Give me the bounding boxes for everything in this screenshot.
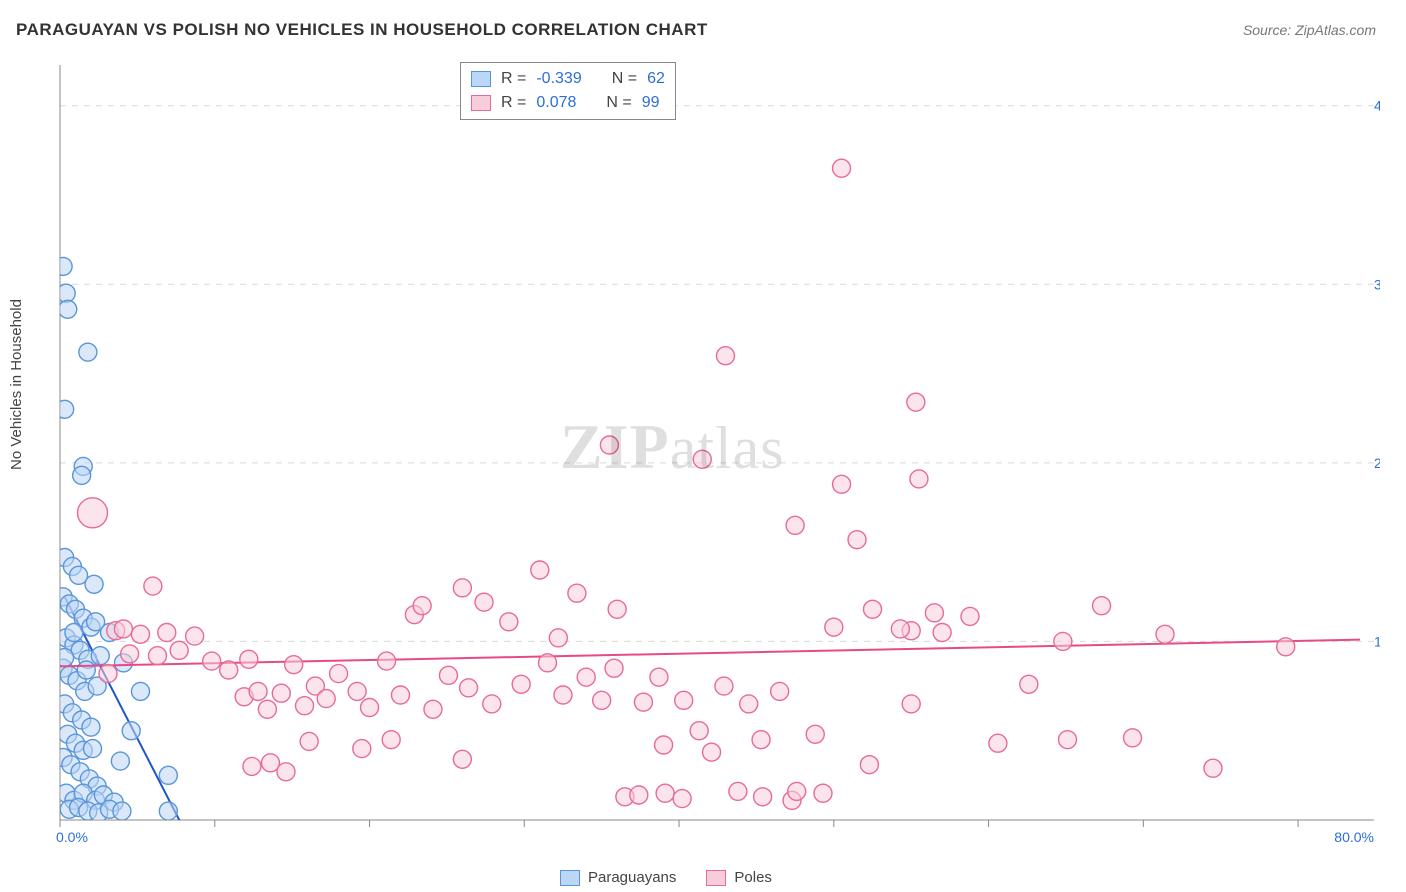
y-axis-label: No Vehicles in Household	[8, 299, 25, 470]
legend-label-2: Poles	[734, 869, 772, 886]
stats-r-label-1: R =	[501, 94, 526, 112]
stats-r-val-0: -0.339	[536, 70, 581, 88]
stats-swatch-0	[471, 71, 491, 87]
svg-text:80.0%: 80.0%	[1334, 829, 1374, 845]
svg-text:30.0%: 30.0%	[1374, 276, 1380, 292]
stats-swatch-1	[471, 95, 491, 111]
stats-row-0: R = -0.339 N = 62	[471, 67, 665, 91]
stats-legend: R = -0.339 N = 62 R = 0.078 N = 99	[460, 62, 676, 120]
stats-n-val-0: 62	[647, 70, 665, 88]
stats-n-label-0: N =	[612, 70, 637, 88]
svg-text:40.0%: 40.0%	[1374, 98, 1380, 114]
legend-swatch-1	[560, 870, 580, 886]
legend-item-1: Paraguayans	[560, 869, 676, 886]
chart-area: 10.0% 20.0% 30.0% 40.0% 0.0% 80.0%	[50, 60, 1380, 850]
svg-text:0.0%: 0.0%	[56, 829, 88, 845]
legend-label-1: Paraguayans	[588, 869, 676, 886]
svg-text:10.0%: 10.0%	[1374, 633, 1380, 649]
svg-text:20.0%: 20.0%	[1374, 455, 1380, 471]
source-label: Source: ZipAtlas.com	[1243, 22, 1376, 38]
series-legend: Paraguayans Poles	[560, 869, 772, 886]
legend-swatch-2	[706, 870, 726, 886]
stats-n-label-1: N =	[606, 94, 631, 112]
stats-row-1: R = 0.078 N = 99	[471, 91, 665, 115]
stats-r-label-0: R =	[501, 70, 526, 88]
stats-r-val-1: 0.078	[536, 94, 576, 112]
legend-item-2: Poles	[706, 869, 772, 886]
scatter-chart: 10.0% 20.0% 30.0% 40.0% 0.0% 80.0%	[50, 60, 1380, 850]
stats-n-val-1: 99	[642, 94, 660, 112]
chart-title: PARAGUAYAN VS POLISH NO VEHICLES IN HOUS…	[16, 20, 708, 40]
